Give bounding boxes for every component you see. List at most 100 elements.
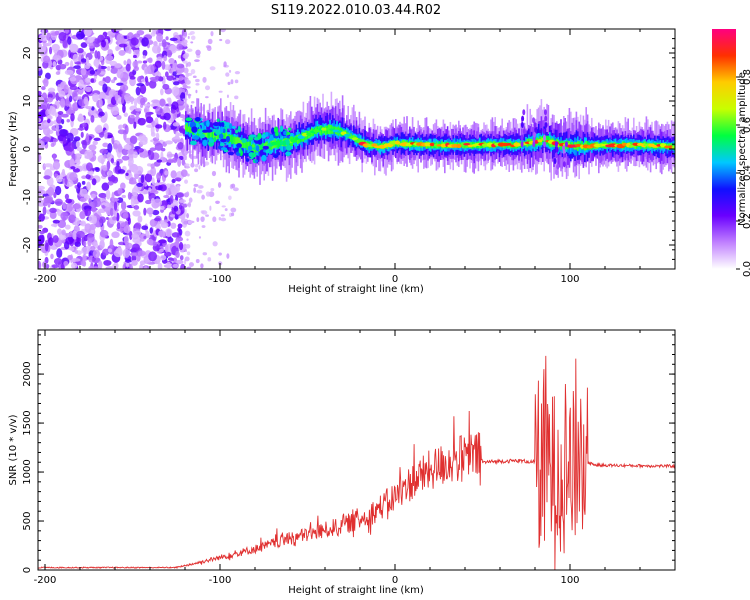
noise-blob	[84, 86, 92, 93]
noise-blob	[151, 99, 160, 104]
noise-blob	[38, 260, 42, 269]
noise-blob	[85, 162, 93, 172]
noise-blob	[56, 228, 62, 235]
noise-blob	[59, 63, 67, 70]
noise-blob	[111, 135, 115, 145]
noise-blob	[195, 78, 200, 83]
noise-blob	[116, 69, 124, 79]
noise-blob	[113, 76, 117, 81]
noise-blob	[190, 162, 195, 168]
noise-blob	[94, 126, 103, 133]
noise-blob	[123, 144, 132, 150]
noise-blob	[150, 163, 155, 169]
noise-blob	[202, 76, 207, 83]
noise-blob	[120, 201, 127, 211]
noise-blob	[115, 165, 120, 172]
noise-blob	[84, 223, 92, 233]
snr-y-tick-label: 1500	[22, 410, 33, 435]
ridge-blob	[220, 126, 224, 134]
noise-blob	[85, 105, 92, 110]
noise-blob	[172, 62, 179, 72]
noise-blob	[42, 261, 47, 268]
noise-blob	[232, 187, 239, 192]
noise-blob	[195, 89, 198, 94]
noise-blob	[151, 177, 155, 185]
noise-blob	[133, 121, 137, 129]
ridge-cell	[204, 131, 207, 138]
noise-blob	[99, 148, 109, 154]
noise-blob	[188, 220, 193, 224]
snr-y-tick-label: 1000	[22, 459, 33, 484]
ridge-peak	[356, 138, 362, 144]
noise-blob	[132, 151, 138, 159]
noise-blob	[121, 155, 130, 161]
noise-blob	[90, 245, 96, 251]
noise-blob	[92, 140, 98, 146]
noise-blob	[166, 261, 172, 269]
ridge-peak	[537, 139, 543, 143]
noise-blob	[104, 76, 111, 84]
noise-blob	[52, 219, 60, 224]
noise-blob	[136, 82, 145, 87]
noise-blob	[207, 257, 212, 262]
noise-blob	[184, 256, 190, 262]
noise-blob	[129, 135, 138, 145]
noise-blob	[165, 140, 173, 145]
noise-blob	[150, 131, 156, 137]
noise-blob	[98, 64, 102, 74]
noise-blob	[117, 169, 126, 174]
ridge-peak	[460, 142, 466, 147]
noise-blob	[72, 168, 81, 173]
ridge-peak	[394, 140, 401, 145]
noise-blob	[113, 201, 118, 211]
noise-blob	[79, 210, 86, 220]
noise-blob	[84, 77, 91, 83]
noise-blob	[122, 86, 126, 96]
spectrogram-y-axis-label: Frequency (Hz)	[8, 111, 19, 187]
noise-blob	[38, 213, 45, 222]
noise-blob	[67, 141, 75, 152]
ridge-blob	[273, 154, 279, 159]
noise-blob	[194, 59, 200, 62]
noise-blob	[49, 210, 57, 220]
ridge-cell	[245, 140, 247, 149]
noise-blob	[184, 163, 190, 167]
ridge-cell	[242, 138, 244, 148]
noise-blob	[148, 150, 155, 161]
noise-blob	[159, 88, 164, 96]
colorbar-label: Normalized spectral amplitude	[737, 72, 748, 226]
noise-blob	[150, 166, 157, 177]
noise-blob	[159, 248, 164, 253]
snr-x-tick-label: 0	[392, 575, 398, 586]
ridge-blob	[216, 118, 220, 122]
noise-blob	[122, 248, 130, 258]
noise-blob	[98, 216, 106, 224]
ridge-peak	[351, 137, 359, 141]
noise-blob	[168, 57, 175, 65]
noise-blob	[84, 155, 90, 159]
noise-blob	[143, 207, 147, 216]
noise-blob	[93, 266, 99, 269]
colorbar-ticks: 0.0 0.2 0.4 0.6 0.8	[736, 69, 750, 277]
noise-blob	[111, 231, 120, 239]
noise-blob	[200, 216, 205, 223]
snr-x-tick-label: -200	[34, 575, 57, 586]
ridge-blob	[271, 127, 275, 134]
noise-blob	[111, 176, 119, 184]
noise-blob	[90, 115, 95, 123]
noise-blob	[204, 161, 210, 166]
noise-blob	[116, 222, 121, 230]
noise-blob	[61, 118, 65, 125]
noise-blob	[170, 186, 178, 196]
noise-blob	[67, 36, 72, 45]
noise-blob	[38, 152, 41, 162]
noise-blob	[142, 49, 148, 57]
noise-blob	[169, 195, 174, 204]
ridge-blob	[191, 126, 198, 133]
noise-blob	[98, 111, 105, 117]
ridge-blob	[185, 117, 193, 122]
noise-blob	[103, 153, 108, 159]
noise-blob	[131, 255, 137, 262]
noise-blob	[224, 39, 231, 45]
